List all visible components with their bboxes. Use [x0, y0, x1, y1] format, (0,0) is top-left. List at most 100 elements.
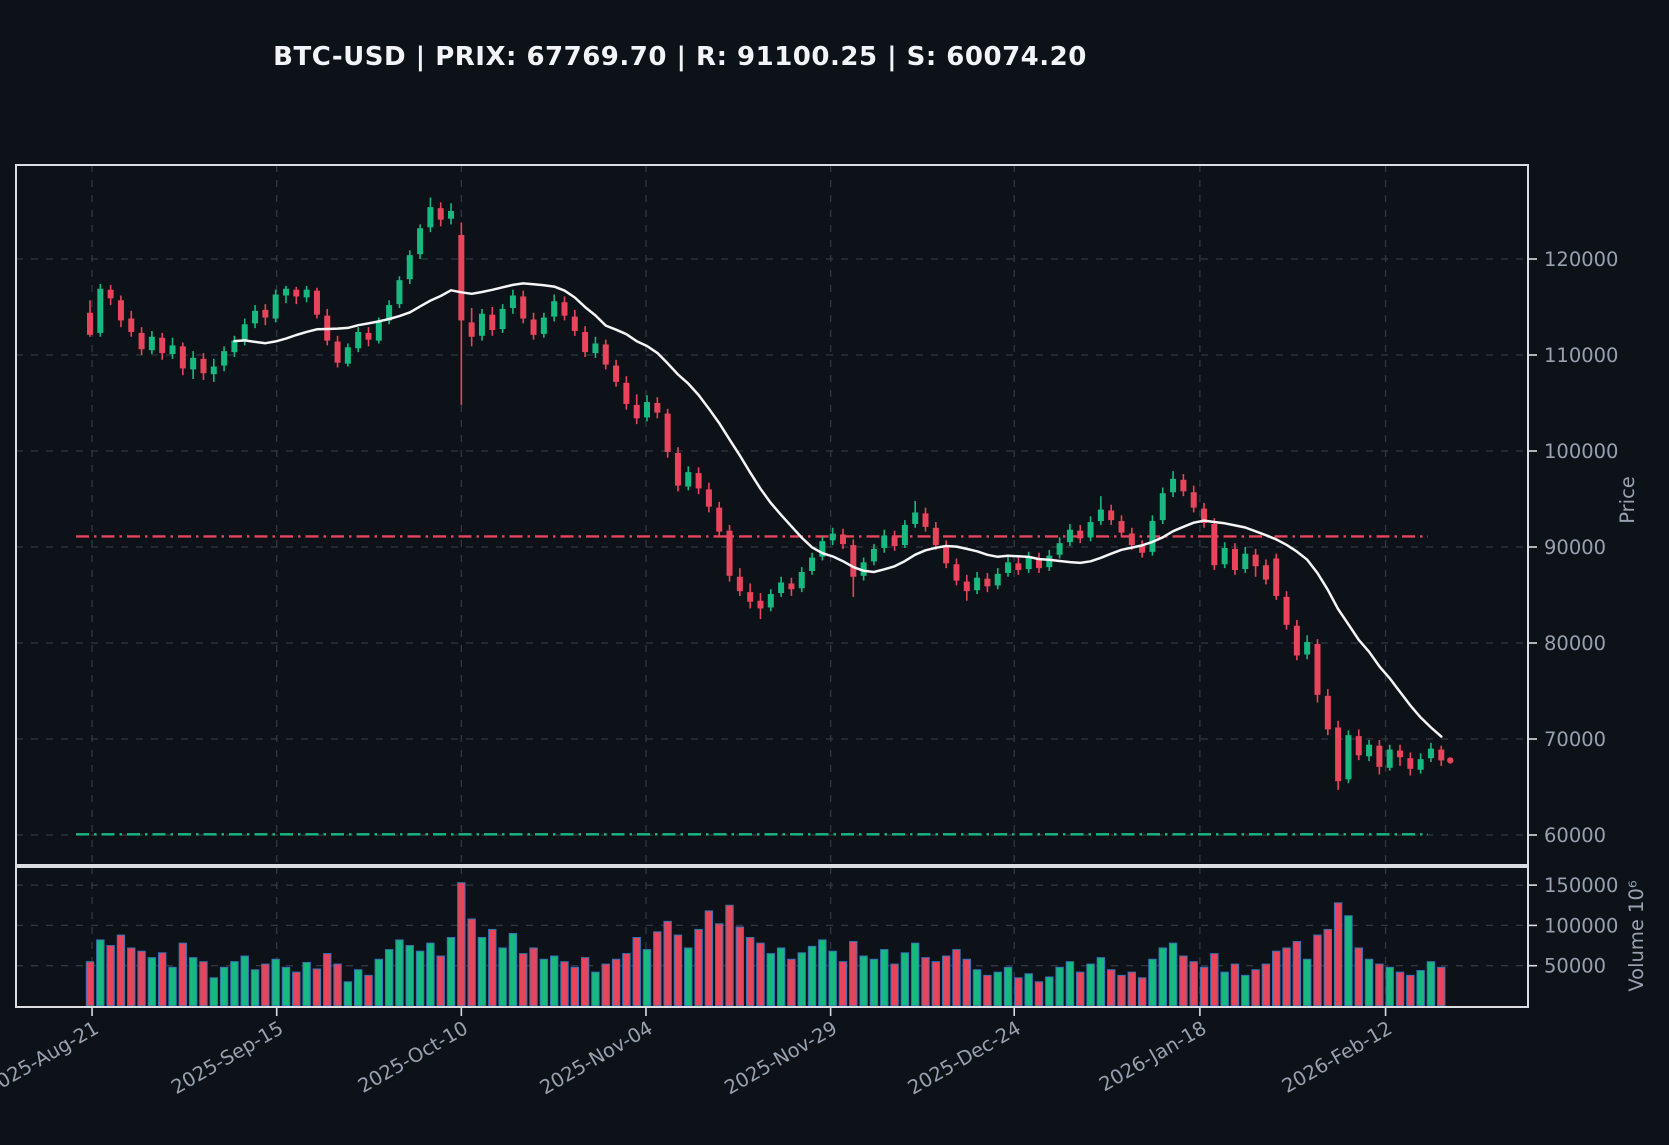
candle-body [674, 452, 681, 486]
candle-body [520, 296, 527, 319]
candle-body [1046, 555, 1053, 568]
candle-body [97, 288, 104, 333]
volume-bar [704, 910, 714, 1007]
candle-body [654, 403, 661, 413]
candle [1335, 720, 1342, 790]
candle [613, 359, 620, 387]
candle-body [1149, 521, 1156, 552]
candle [1283, 591, 1290, 630]
candle-body [231, 340, 238, 353]
volume-bar [137, 950, 146, 1007]
candle-body [726, 530, 733, 576]
candle-body [1273, 558, 1280, 596]
candle-body [1159, 493, 1166, 521]
volume-bar [96, 939, 105, 1007]
candle-body [190, 357, 197, 370]
candle-body [1201, 508, 1208, 523]
gridlines [16, 165, 1528, 1007]
candle-body [705, 489, 712, 507]
volume-panel-border [15, 866, 1529, 1008]
volume-bar [508, 932, 518, 1007]
volume-bar [941, 955, 951, 1007]
candle-body [1035, 558, 1042, 569]
volume-bar [209, 977, 218, 1007]
candle [757, 593, 764, 619]
candle-body [386, 305, 393, 321]
candle [592, 336, 599, 358]
volume-bar [818, 939, 827, 1007]
candle [1005, 555, 1012, 577]
volume-bar [1158, 947, 1167, 1007]
candle-body [1190, 492, 1197, 508]
volume-bar [993, 971, 1002, 1007]
candle [1293, 619, 1300, 661]
volume-bar [188, 957, 198, 1007]
candle-body [1231, 548, 1238, 571]
volume-bar [1282, 947, 1291, 1007]
volume-bar [446, 936, 456, 1007]
candle [551, 294, 558, 322]
volume-bar [890, 963, 899, 1007]
candle [571, 309, 578, 336]
candle-body [1180, 479, 1187, 492]
candle [355, 327, 362, 353]
candle-body [1417, 759, 1424, 770]
candle-body [509, 295, 516, 308]
candle-body [478, 313, 485, 336]
volume-bar [519, 953, 528, 1007]
support-resistance-lines [76, 535, 1428, 836]
volume-bar [85, 961, 95, 1007]
price-tick-label: 60000 [1544, 824, 1606, 847]
candle [1211, 518, 1218, 571]
candle [922, 507, 929, 532]
candle-body [1397, 750, 1404, 758]
volume-bar [539, 958, 549, 1007]
candle [695, 467, 702, 495]
candle-body [530, 319, 537, 335]
candle [1345, 730, 1352, 784]
date-tick-label: 2025-Nov-04 [536, 1016, 657, 1099]
candle [912, 500, 919, 528]
volume-bar [488, 928, 497, 1007]
candle-body [932, 527, 939, 546]
volume-bars-layer [85, 882, 1446, 1007]
candle-body [860, 562, 867, 576]
candle [458, 222, 465, 405]
volume-bar [972, 969, 982, 1007]
candle-body [313, 290, 320, 315]
candle [901, 520, 908, 548]
candle [1170, 471, 1177, 498]
volume-bar [900, 952, 910, 1007]
candle-body [1066, 529, 1073, 543]
candle [200, 353, 207, 380]
volume-bar [1406, 974, 1415, 1007]
volume-bar [601, 963, 610, 1007]
volume-tick-label: 150000 [1544, 874, 1618, 897]
candle [1273, 553, 1280, 600]
candle-body [602, 344, 609, 365]
candle [1324, 689, 1331, 736]
candle-body [716, 507, 723, 532]
candle [210, 358, 217, 382]
volume-bar [549, 955, 559, 1007]
candle-body [695, 473, 702, 489]
candle [839, 528, 846, 549]
candle [1314, 639, 1321, 703]
candle-body [870, 548, 877, 562]
candle [1201, 502, 1208, 528]
volume-bar [1148, 958, 1157, 1007]
volume-bar [1364, 958, 1374, 1007]
candle [1231, 543, 1238, 575]
candle-body [819, 541, 826, 557]
volume-bar [116, 934, 126, 1007]
date-tick-label: 2026-Feb-12 [1278, 1016, 1396, 1097]
volume-bar [735, 926, 745, 1007]
candle [860, 557, 867, 581]
volume-bar [983, 974, 992, 1007]
candle [540, 312, 547, 338]
candle-body [117, 300, 124, 321]
moving-average-line [233, 282, 1443, 738]
candle [1097, 496, 1104, 525]
candle [633, 394, 640, 425]
